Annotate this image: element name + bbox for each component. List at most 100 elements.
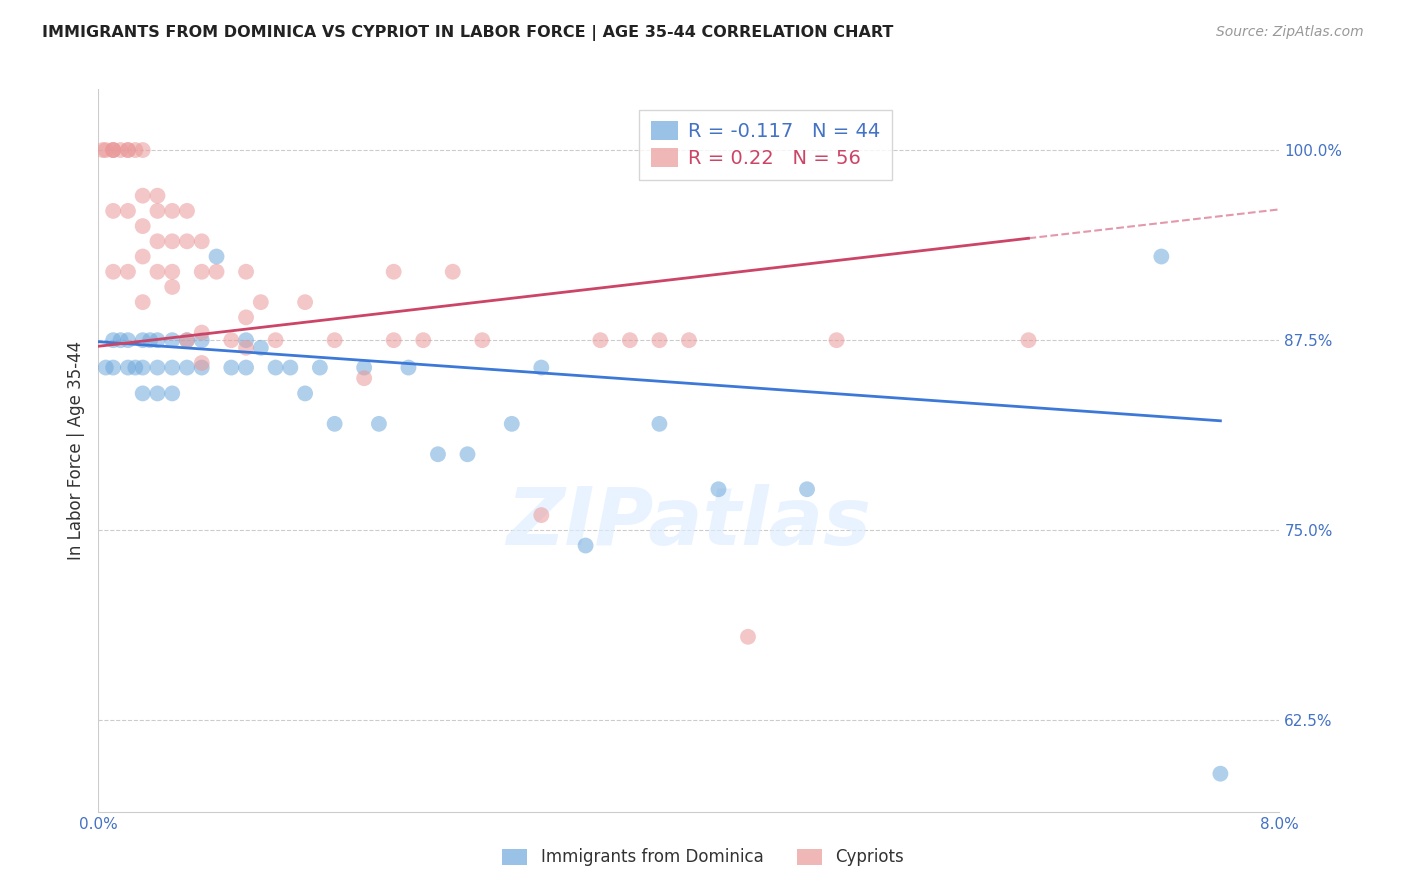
Point [427, 447, 450, 461]
Point [176, 333, 198, 347]
Point [235, 360, 257, 375]
Point [132, 386, 155, 401]
Point [250, 295, 273, 310]
Point [146, 360, 169, 375]
Point [412, 333, 434, 347]
Point [117, 203, 139, 218]
Point [132, 360, 155, 375]
Point [382, 265, 405, 279]
Point [91, 143, 114, 157]
Text: Source: ZipAtlas.com: Source: ZipAtlas.com [1216, 25, 1364, 39]
Point [323, 333, 346, 347]
Point [117, 143, 139, 157]
Point [110, 333, 132, 347]
Point [191, 333, 214, 347]
Point [205, 265, 228, 279]
Point [162, 386, 183, 401]
Point [117, 333, 139, 347]
Point [1209, 766, 1232, 780]
Point [235, 310, 257, 325]
Point [530, 360, 553, 375]
Point [648, 333, 671, 347]
Point [294, 295, 316, 310]
Point [441, 265, 464, 279]
Point [176, 360, 198, 375]
Point [353, 360, 375, 375]
Point [825, 333, 848, 347]
Point [501, 417, 523, 431]
Point [132, 250, 155, 264]
Point [191, 356, 214, 370]
Point [94, 143, 117, 157]
Point [110, 143, 132, 157]
Point [117, 143, 139, 157]
Point [146, 333, 169, 347]
Point [648, 417, 671, 431]
Point [176, 333, 198, 347]
Point [103, 203, 125, 218]
Point [132, 219, 155, 233]
Point [103, 360, 125, 375]
Point [1150, 250, 1173, 264]
Point [1018, 333, 1040, 347]
Point [235, 333, 257, 347]
Point [235, 341, 257, 355]
Point [575, 539, 598, 553]
Point [382, 333, 405, 347]
Point [146, 386, 169, 401]
Point [162, 265, 183, 279]
Point [264, 360, 287, 375]
Point [398, 360, 420, 375]
Point [103, 143, 125, 157]
Point [737, 630, 759, 644]
Point [191, 360, 214, 375]
Y-axis label: In Labor Force | Age 35-44: In Labor Force | Age 35-44 [66, 341, 84, 560]
Point [589, 333, 612, 347]
Point [162, 360, 183, 375]
Point [132, 143, 155, 157]
Point [132, 295, 155, 310]
Point [191, 265, 214, 279]
Point [457, 447, 479, 461]
Point [191, 235, 214, 249]
Point [280, 360, 302, 375]
Legend: R = -0.117   N = 44, R = 0.22   N = 56: R = -0.117 N = 44, R = 0.22 N = 56 [640, 110, 891, 180]
Point [139, 333, 162, 347]
Point [191, 326, 214, 340]
Point [162, 333, 183, 347]
Point [103, 143, 125, 157]
Point [309, 360, 332, 375]
Point [94, 360, 117, 375]
Point [707, 482, 730, 496]
Point [117, 265, 139, 279]
Point [264, 333, 287, 347]
Point [235, 265, 257, 279]
Point [176, 203, 198, 218]
Point [146, 235, 169, 249]
Point [124, 360, 146, 375]
Point [619, 333, 641, 347]
Point [250, 341, 273, 355]
Point [117, 360, 139, 375]
Point [368, 417, 391, 431]
Point [103, 265, 125, 279]
Point [221, 360, 243, 375]
Point [353, 371, 375, 385]
Point [530, 508, 553, 522]
Point [146, 203, 169, 218]
Point [294, 386, 316, 401]
Point [471, 333, 494, 347]
Point [162, 235, 183, 249]
Point [162, 203, 183, 218]
Point [103, 333, 125, 347]
Point [323, 417, 346, 431]
Point [162, 280, 183, 294]
Point [678, 333, 700, 347]
Legend: Immigrants from Dominica, Cypriots: Immigrants from Dominica, Cypriots [494, 840, 912, 875]
Point [124, 143, 146, 157]
Text: IMMIGRANTS FROM DOMINICA VS CYPRIOT IN LABOR FORCE | AGE 35-44 CORRELATION CHART: IMMIGRANTS FROM DOMINICA VS CYPRIOT IN L… [42, 25, 894, 41]
Point [176, 235, 198, 249]
Point [146, 265, 169, 279]
Point [221, 333, 243, 347]
Point [132, 188, 155, 202]
